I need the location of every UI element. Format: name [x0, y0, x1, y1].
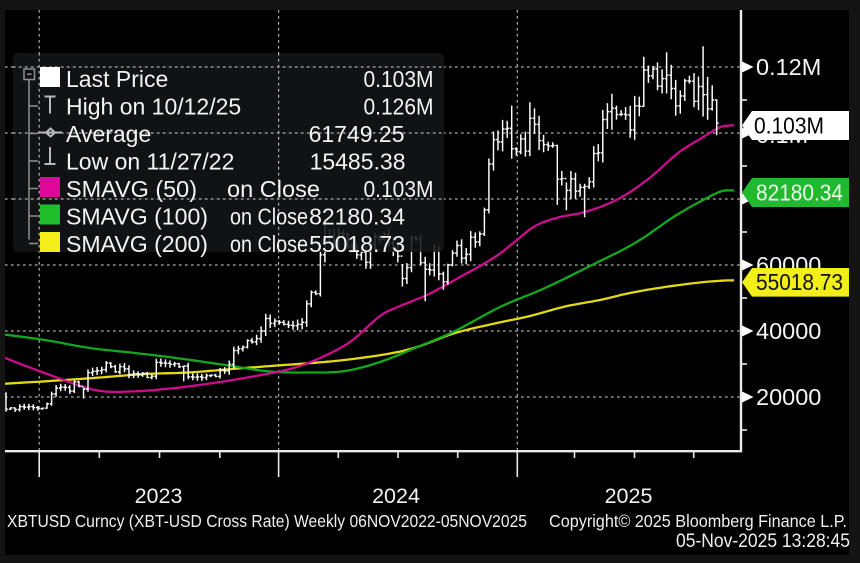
svg-text:05-Nov-2025 13:28:45: 05-Nov-2025 13:28:45 [676, 531, 850, 552]
svg-text:20000: 20000 [756, 384, 821, 410]
svg-text:0.12M: 0.12M [756, 54, 821, 80]
svg-text:15485.38: 15485.38 [310, 149, 406, 175]
svg-text:Average: Average [66, 121, 151, 147]
svg-text:0.103M: 0.103M [364, 66, 434, 92]
svg-text:0.103M: 0.103M [364, 176, 434, 202]
svg-text:Low on 11/27/22: Low on 11/27/22 [66, 149, 234, 175]
svg-text:82180.34: 82180.34 [309, 204, 405, 230]
svg-text:SMAVG (50): SMAVG (50) [66, 176, 197, 202]
svg-text:SMAVG (200): SMAVG (200) [66, 231, 208, 257]
svg-text:Last Price: Last Price [66, 66, 168, 92]
svg-text:on Close: on Close [227, 176, 320, 202]
svg-text:40000: 40000 [756, 318, 821, 344]
svg-text:0.126M: 0.126M [364, 94, 434, 120]
svg-text:2024: 2024 [372, 484, 420, 508]
svg-text:55018.73: 55018.73 [309, 231, 405, 257]
svg-text:SMAVG (100): SMAVG (100) [66, 204, 208, 230]
svg-text:on Close: on Close [230, 231, 308, 257]
svg-text:0.103M: 0.103M [754, 113, 824, 139]
svg-text:2025: 2025 [605, 484, 653, 508]
svg-text:55018.73: 55018.73 [756, 269, 843, 295]
svg-text:Copyright© 2025 Bloomberg Fina: Copyright© 2025 Bloomberg Finance L.P. [549, 511, 847, 531]
svg-text:XBTUSD Curncy (XBT-USD Cross R: XBTUSD Curncy (XBT-USD Cross Rate) Weekl… [7, 511, 527, 531]
svg-text:82180.34: 82180.34 [756, 180, 843, 206]
svg-text:on Close: on Close [230, 204, 308, 230]
svg-text:61749.25: 61749.25 [309, 121, 405, 147]
svg-text:High on 10/12/25: High on 10/12/25 [66, 94, 241, 120]
svg-text:2023: 2023 [135, 484, 183, 508]
